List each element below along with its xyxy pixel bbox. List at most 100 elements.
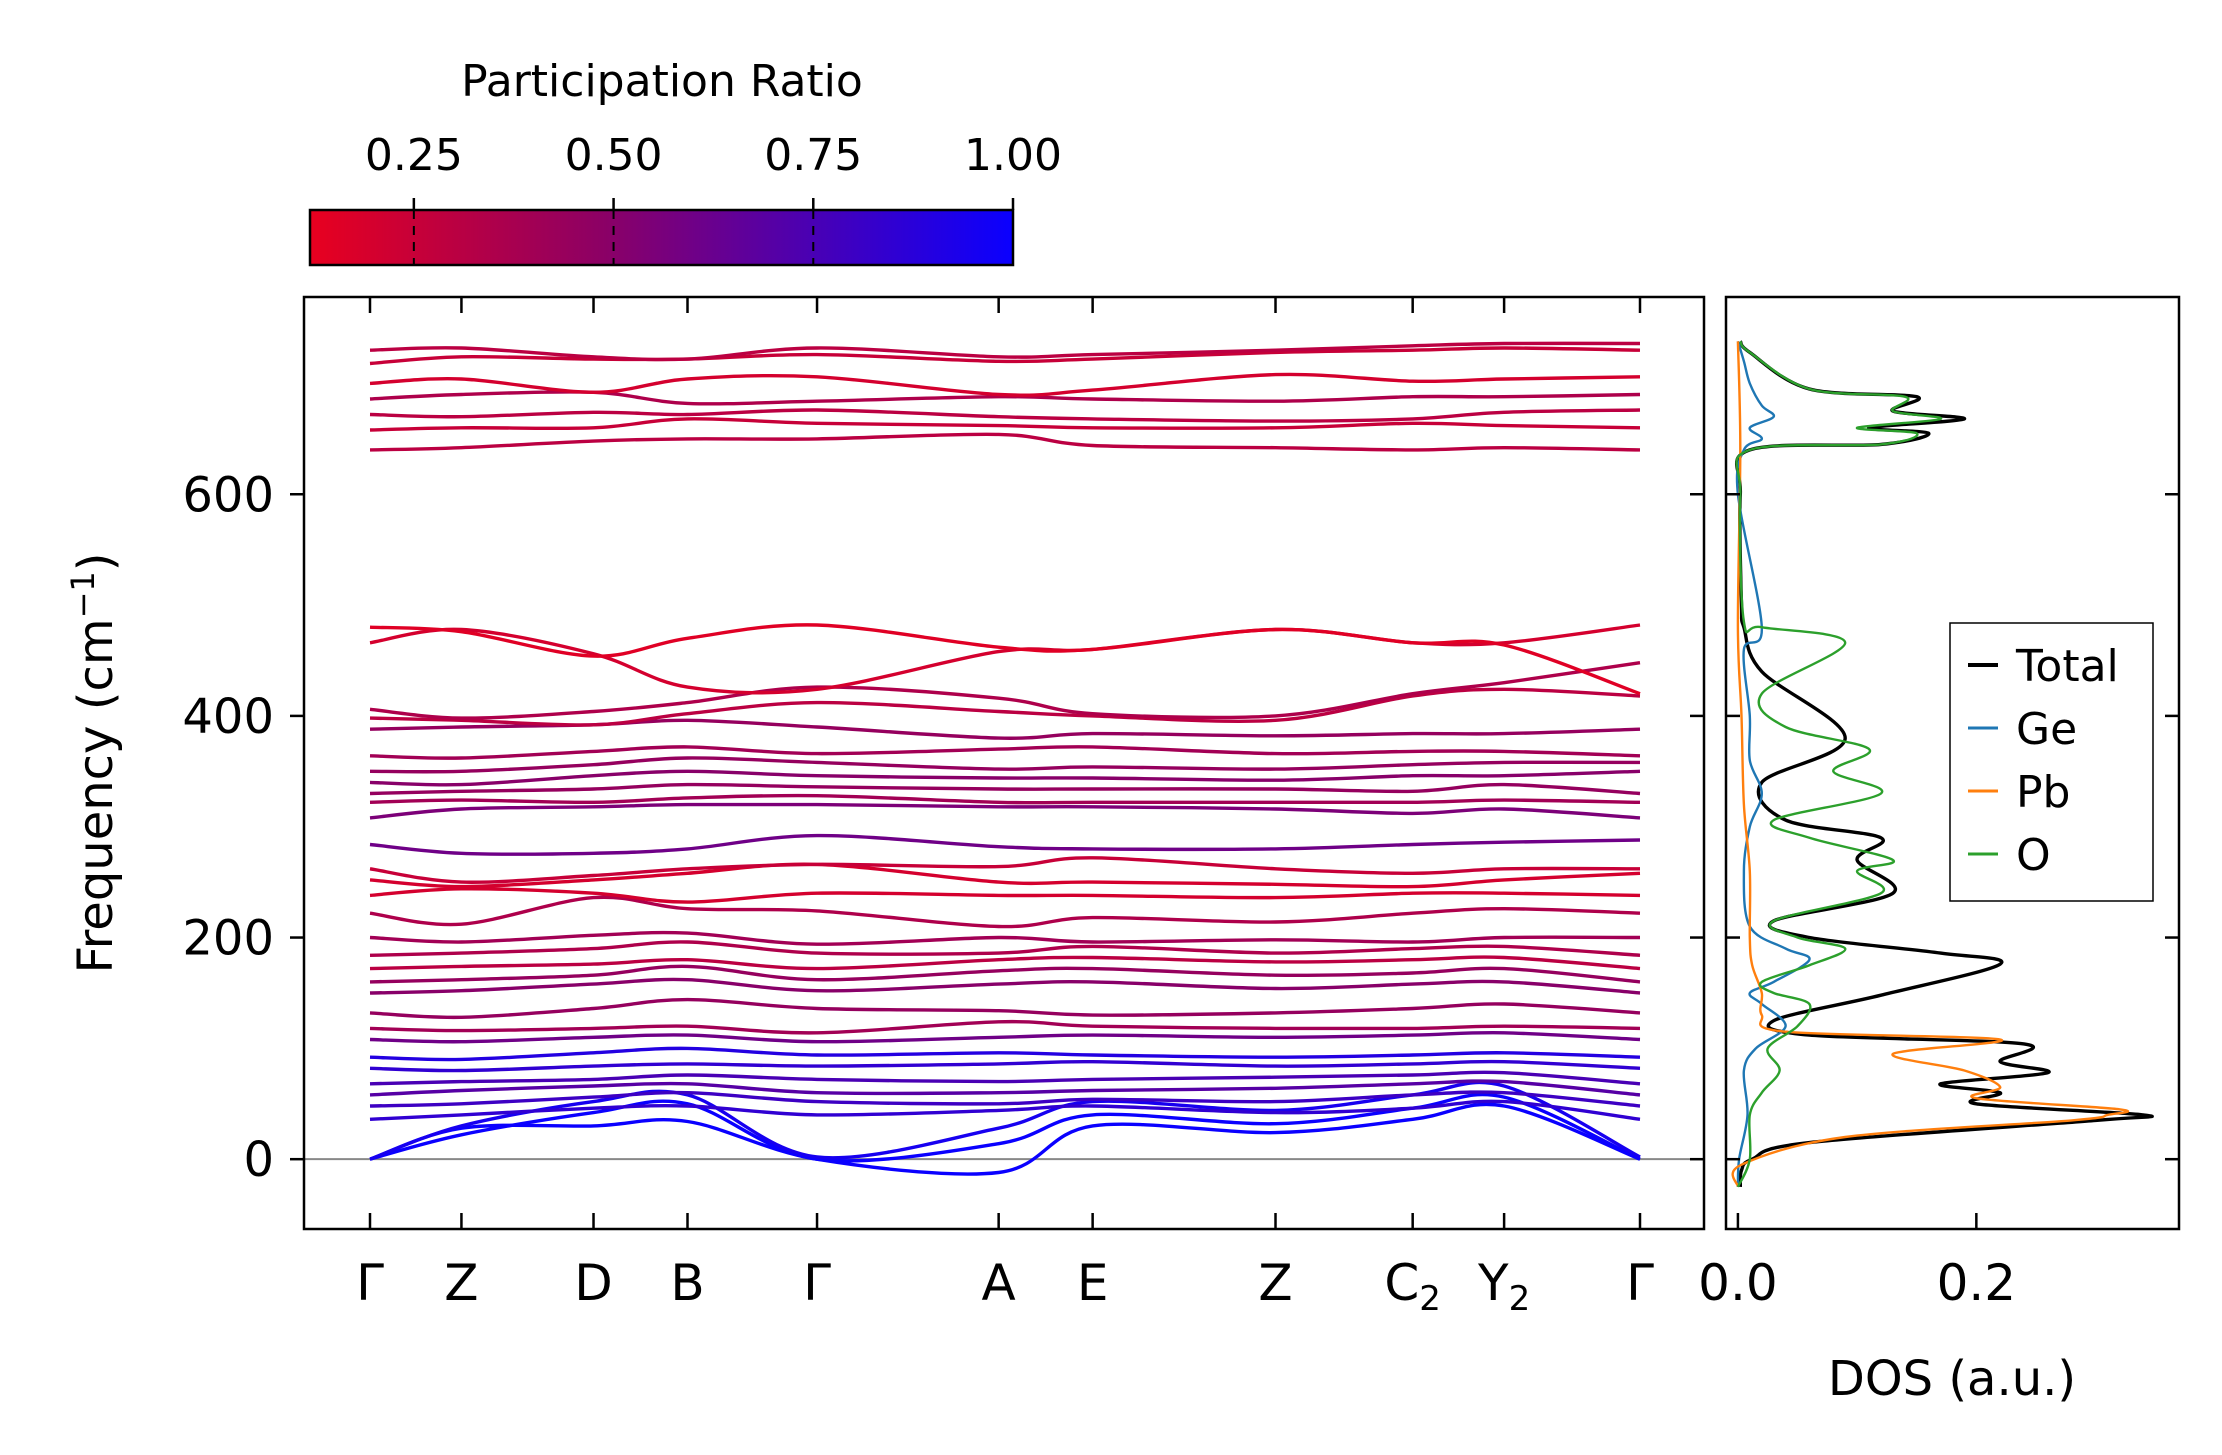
legend-label-pb: Pb [2016,767,2070,818]
band-line [369,417,1641,432]
band-line [369,661,1641,720]
band-line [369,793,1641,805]
x-tick-label-main: E [1077,1254,1109,1312]
colorbar-tick-label: 1.00 [964,130,1062,181]
x-tick-label-main: C [1384,1254,1419,1312]
x-tick-label: Y2 [1477,1254,1530,1319]
band-line [369,997,1641,1020]
band-line [369,372,1641,397]
ylabel-main: Frequency (cm [68,618,124,973]
band-line [369,862,1641,889]
band-line [369,1092,1641,1163]
x-tick-label: Γ [356,1254,384,1312]
band-line [369,1090,1641,1108]
band-line [369,1079,1641,1097]
band-line [369,769,1641,787]
x-tick-label: Z [444,1254,478,1312]
colorbar-tick-label: 0.25 [365,130,463,181]
colorbar-ticks: 0.25 0.50 0.75 1.00 [365,130,1062,265]
band-line [369,341,1641,362]
band-y-axis: 0 200 400 600 [182,467,1704,1188]
y-tick-label: 400 [182,689,274,745]
band-line [369,1059,1641,1073]
dos-line-o [1735,340,1942,1188]
band-line [369,745,1641,760]
phonon-bands [369,341,1641,1176]
y-tick-label: 600 [182,467,274,523]
band-line [369,408,1641,423]
legend-label-total: Total [2015,641,2119,692]
x-tick-label: B [670,1254,704,1312]
legend-label-o: O [2016,830,2051,881]
x-tick-label: Z [1258,1254,1292,1312]
colorbar-label: Participation Ratio [461,56,863,107]
band-line [369,1070,1641,1086]
band-line [369,782,1641,796]
band-line [369,930,1641,946]
band-x-axis: Γ Z D B Γ A E Z C2 Y2 Γ [356,297,1654,1319]
dos-curves [1731,340,2154,1188]
dos-x-axis-label: DOS (a.u.) [1828,1351,2076,1407]
dos-x-axis: 0.0 0.2 [1698,1213,2016,1312]
band-line [369,940,1641,957]
band-line [369,432,1641,452]
band-line [369,856,1641,884]
x-tick-label: Γ [1626,1254,1654,1312]
x-tick-label-main: Γ [803,1254,831,1312]
dos-x-tick-label: 0.2 [1937,1254,2017,1312]
band-axes-frame [302,295,1706,1231]
dos-y-ticks [1726,493,2179,1161]
dos-x-tick-label: 0.0 [1698,1254,1778,1312]
band-line [369,802,1641,820]
dos-panel: 0.0 0.2 DOS (a.u.) Total Ge Pb O [1698,295,2181,1407]
band-line [369,687,1641,727]
dos-line-ge [1735,340,1811,1187]
colorbar-tick-label: 0.75 [764,130,862,181]
x-tick-label: C2 [1384,1254,1441,1319]
band-line [369,1019,1641,1035]
ylabel-suffix: ) [68,552,124,571]
x-tick-label: D [574,1254,613,1312]
band-line [369,895,1641,929]
dos-line-pb [1731,341,2130,1188]
x-tick-label-main: A [982,1254,1016,1312]
band-line [369,623,1641,695]
band-line [369,1030,1641,1044]
ylabel-superscript: −1 [64,571,102,618]
band-line [369,833,1641,856]
x-tick-label-subscript: 2 [1419,1279,1441,1319]
band-line [369,623,1641,696]
x-tick-label-subscript: 2 [1509,1279,1531,1319]
x-tick-label-main: Z [1258,1254,1292,1312]
x-tick-label-main: Γ [356,1254,384,1312]
band-line [369,964,1641,984]
band-line [369,346,1641,366]
band-line [369,1102,1641,1176]
colorbar-gradient [308,208,1015,267]
band-line [369,1099,1641,1121]
band-y-axis-label: Frequency (cm−1) [64,552,124,973]
colorbar: Participation Ratio 0.25 0.50 0.75 1.00 [308,56,1062,267]
x-tick-label-main: Γ [1626,1254,1654,1312]
x-tick-label: E [1077,1254,1109,1312]
band-line [369,1080,1641,1161]
x-tick-label-main: D [574,1254,613,1312]
y-tick-label: 0 [243,1132,274,1188]
band-line [369,756,1641,774]
y-tick-label: 200 [182,911,274,967]
x-tick-label-main: Y [1477,1254,1509,1312]
legend-label-ge: Ge [2016,704,2077,755]
x-tick-label: A [982,1254,1016,1312]
band-line [369,1046,1641,1062]
band-line [369,955,1641,971]
x-tick-label-main: Z [444,1254,478,1312]
legend: Total Ge Pb O [1949,622,2154,902]
band-line [369,887,1641,904]
x-tick-label-main: B [670,1254,704,1312]
dos-axes-frame [1724,295,2181,1231]
band-line [369,977,1641,995]
legend-items: Total Ge Pb O [1968,641,2119,881]
colorbar-tick-label: 0.50 [565,130,663,181]
